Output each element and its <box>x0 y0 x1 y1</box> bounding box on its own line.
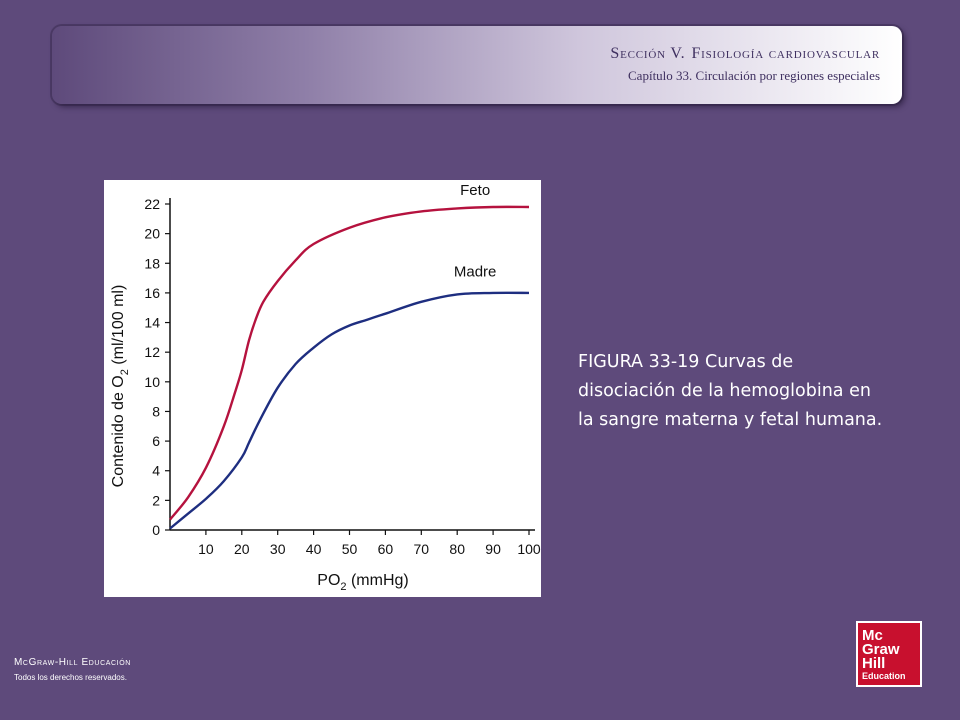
x-tick-label: 20 <box>234 541 250 557</box>
y-tick-label: 14 <box>144 315 160 331</box>
logo-line-2: Graw <box>862 641 900 658</box>
series-label-madre: Madre <box>454 264 497 281</box>
figure-caption: FIGURA 33-19 Curvas de disociación de la… <box>578 352 883 430</box>
x-tick-label: 50 <box>342 541 358 557</box>
x-tick-label: 10 <box>198 541 214 557</box>
y-tick-label: 16 <box>144 285 160 301</box>
header-banner: Sección V. Fisiología cardiovascular Capí… <box>52 26 902 104</box>
section-title: Sección V. Fisiología cardiovascular <box>610 45 880 63</box>
dissociation-chart: Contenido de O2 (ml/100 ml) PO2 (mmHg) 0… <box>110 182 541 593</box>
x-axis-label: PO2 (mmHg) <box>317 572 408 593</box>
section-name: Fisiología cardiovascular <box>691 45 880 62</box>
y-axis-label: Contenido de O2 (ml/100 ml) <box>110 285 131 488</box>
x-tick-label: 100 <box>517 541 541 557</box>
svg-text:PO2 (mmHg): PO2 (mmHg) <box>317 572 408 593</box>
x-tick-label: 90 <box>485 541 501 557</box>
section-number: Sección V. <box>610 45 686 62</box>
x-label-unit: (mmHg) <box>351 572 409 589</box>
y-tick-label: 22 <box>144 196 160 212</box>
y-tick-label: 6 <box>152 433 160 449</box>
mcgraw-hill-logo: Mc Graw Hill Education <box>856 621 922 687</box>
chapter-title: Capítulo 33. Circulación por regiones es… <box>628 68 880 83</box>
y-tick-label: 20 <box>144 226 160 242</box>
y-tick-label: 12 <box>144 344 160 360</box>
y-label-unit: (ml/100 ml) <box>110 285 127 365</box>
footer-brand: McGraw-Hill Educación <box>14 657 131 668</box>
x-tick-label: 70 <box>414 541 430 557</box>
logo-line-4: Education <box>862 671 906 681</box>
x-tick-label: 40 <box>306 541 322 557</box>
x-tick-label: 60 <box>378 541 394 557</box>
x-tick-label: 30 <box>270 541 286 557</box>
y-label-main: Contenido de O <box>110 375 127 487</box>
y-tick-label: 0 <box>152 522 160 538</box>
y-tick-label: 2 <box>152 492 160 508</box>
y-tick-label: 18 <box>144 255 160 271</box>
y-tick-label: 4 <box>152 463 160 479</box>
footer-rights: Todos los derechos reservados. <box>14 673 127 682</box>
y-label-sub: 2 <box>119 369 131 375</box>
logo-line-3: Hill <box>862 655 886 672</box>
logo-line-1: Mc <box>862 627 883 644</box>
series-line-feto <box>169 205 530 521</box>
series-line-madre <box>169 291 530 530</box>
x-label-main: PO <box>317 572 340 589</box>
y-tick-label: 10 <box>144 374 160 390</box>
chart-panel: Contenido de O2 (ml/100 ml) PO2 (mmHg) 0… <box>104 180 541 597</box>
y-tick-label: 8 <box>152 403 160 419</box>
series-label-feto: Feto <box>460 182 490 199</box>
x-tick-label: 80 <box>449 541 465 557</box>
x-label-sub: 2 <box>340 581 346 593</box>
svg-text:Contenido de O2 (ml/100 ml): Contenido de O2 (ml/100 ml) <box>110 285 131 488</box>
